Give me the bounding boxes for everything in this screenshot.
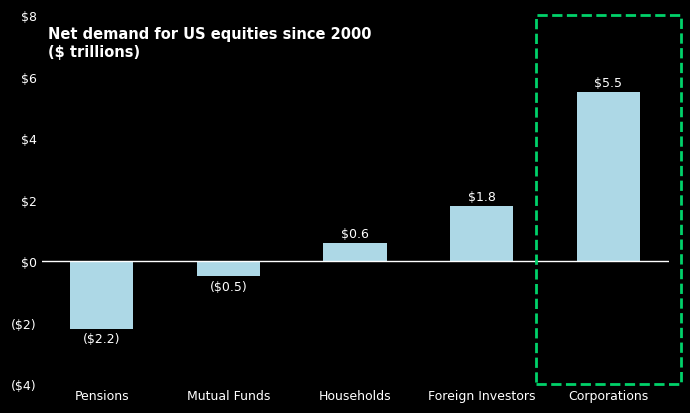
Bar [450,206,513,261]
Bar [577,93,640,261]
Text: $5.5: $5.5 [595,77,622,90]
Bar [197,261,260,277]
Text: $1.8: $1.8 [468,190,495,203]
Text: ($0.5): ($0.5) [210,280,247,293]
Bar [324,243,387,261]
Text: ($2.2): ($2.2) [83,332,121,346]
Text: Net demand for US equities since 2000
($ trillions): Net demand for US equities since 2000 ($… [48,27,371,59]
Bar [536,16,680,384]
Bar [70,261,133,329]
Text: $0.6: $0.6 [341,227,369,240]
